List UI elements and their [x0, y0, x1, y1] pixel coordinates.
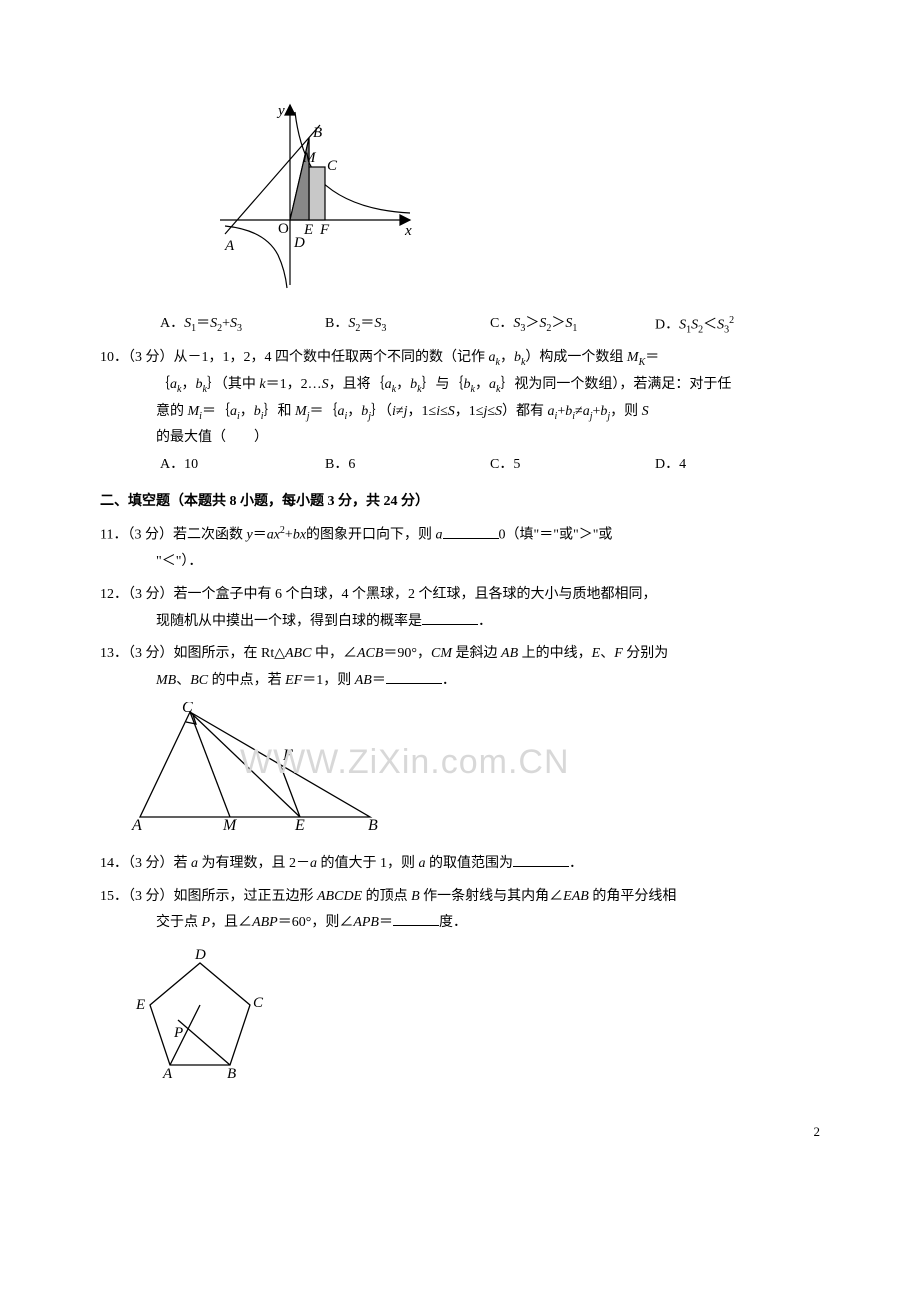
q13-figure: A B C M E F: [130, 702, 820, 843]
pent-A: A: [162, 1066, 173, 1080]
label-C: C: [327, 158, 338, 174]
q11: 11．（3 分）若二次函数 y＝ax2+bx的图象开口向下，则 a0（填"＝"或…: [100, 521, 820, 576]
label-B: B: [313, 125, 322, 141]
q10-opt-a: A．10: [160, 452, 325, 479]
pent-B: B: [227, 1066, 236, 1080]
q10-opt-c: C．5: [490, 452, 655, 479]
q10-opt-b: B．6: [325, 452, 490, 479]
q9-opt-d: D．S1S2＜S32: [655, 311, 820, 339]
q14-blank: [513, 852, 569, 867]
tri-A: A: [131, 817, 142, 832]
label-O: O: [278, 221, 289, 237]
q10-num: 10．（3 分）: [100, 350, 174, 365]
q12-blank: [422, 609, 478, 624]
q9-figure: y x O A B C M D E F: [220, 100, 820, 301]
tri-C: C: [182, 702, 193, 716]
tri-F: F: [282, 747, 293, 764]
q12: 12．（3 分）若一个盒子中有 6 个白球，4 个黑球，2 个红球，且各球的大小…: [100, 582, 820, 635]
pent-D: D: [194, 947, 206, 963]
pent-C: C: [253, 995, 264, 1011]
label-F: F: [319, 222, 330, 238]
q15-figure: A B C D E P: [130, 945, 820, 1091]
page-number: 2: [0, 1120, 920, 1145]
q14-num: 14．（3 分）: [100, 856, 174, 871]
q9-opt-c: C．S3＞S2＞S1: [490, 311, 655, 339]
q10-options: A．10 B．6 C．5 D．4: [100, 452, 820, 479]
q9-opt-b: B．S2＝S3: [325, 311, 490, 339]
q15-num: 15．（3 分）: [100, 889, 174, 904]
label-E: E: [303, 222, 313, 238]
q10-opt-d: D．4: [655, 452, 820, 479]
q15: 15．（3 分）如图所示，过正五边形 ABCDE 的顶点 B 作一条射线与其内角…: [100, 884, 820, 937]
section-2-header: 二、填空题（本题共 8 小题，每小题 3 分，共 24 分）: [100, 489, 820, 516]
tri-M: M: [222, 817, 238, 832]
q11-num: 11．（3 分）: [100, 528, 173, 543]
tri-B: B: [368, 817, 378, 832]
q9-opt-a: A．S1＝S2+S3: [160, 311, 325, 339]
q13: 13．（3 分）如图所示，在 Rt△ABC 中，∠ACB＝90°，CM 是斜边 …: [100, 641, 820, 694]
q15-blank: [393, 911, 439, 926]
q11-blank: [443, 523, 499, 538]
tri-E: E: [294, 817, 305, 832]
label-y: y: [276, 103, 285, 119]
label-M: M: [302, 150, 317, 166]
q12-num: 12．（3 分）: [100, 587, 174, 602]
label-x: x: [404, 223, 412, 239]
pent-P: P: [173, 1025, 183, 1041]
q13-blank: [386, 668, 442, 683]
q9-options: A．S1＝S2+S3 B．S2＝S3 C．S3＞S2＞S1 D．S1S2＜S32: [100, 311, 820, 339]
label-A: A: [224, 238, 235, 254]
q14: 14．（3 分）若 a 为有理数，且 2－a 的值大于 1，则 a 的取值范围为…: [100, 851, 820, 878]
q13-num: 13．（3 分）: [100, 646, 174, 661]
pent-E: E: [135, 997, 145, 1013]
q10: 10．（3 分）从－1，1，2，4 四个数中任取两个不同的数（记作 ak，bk）…: [100, 345, 820, 479]
